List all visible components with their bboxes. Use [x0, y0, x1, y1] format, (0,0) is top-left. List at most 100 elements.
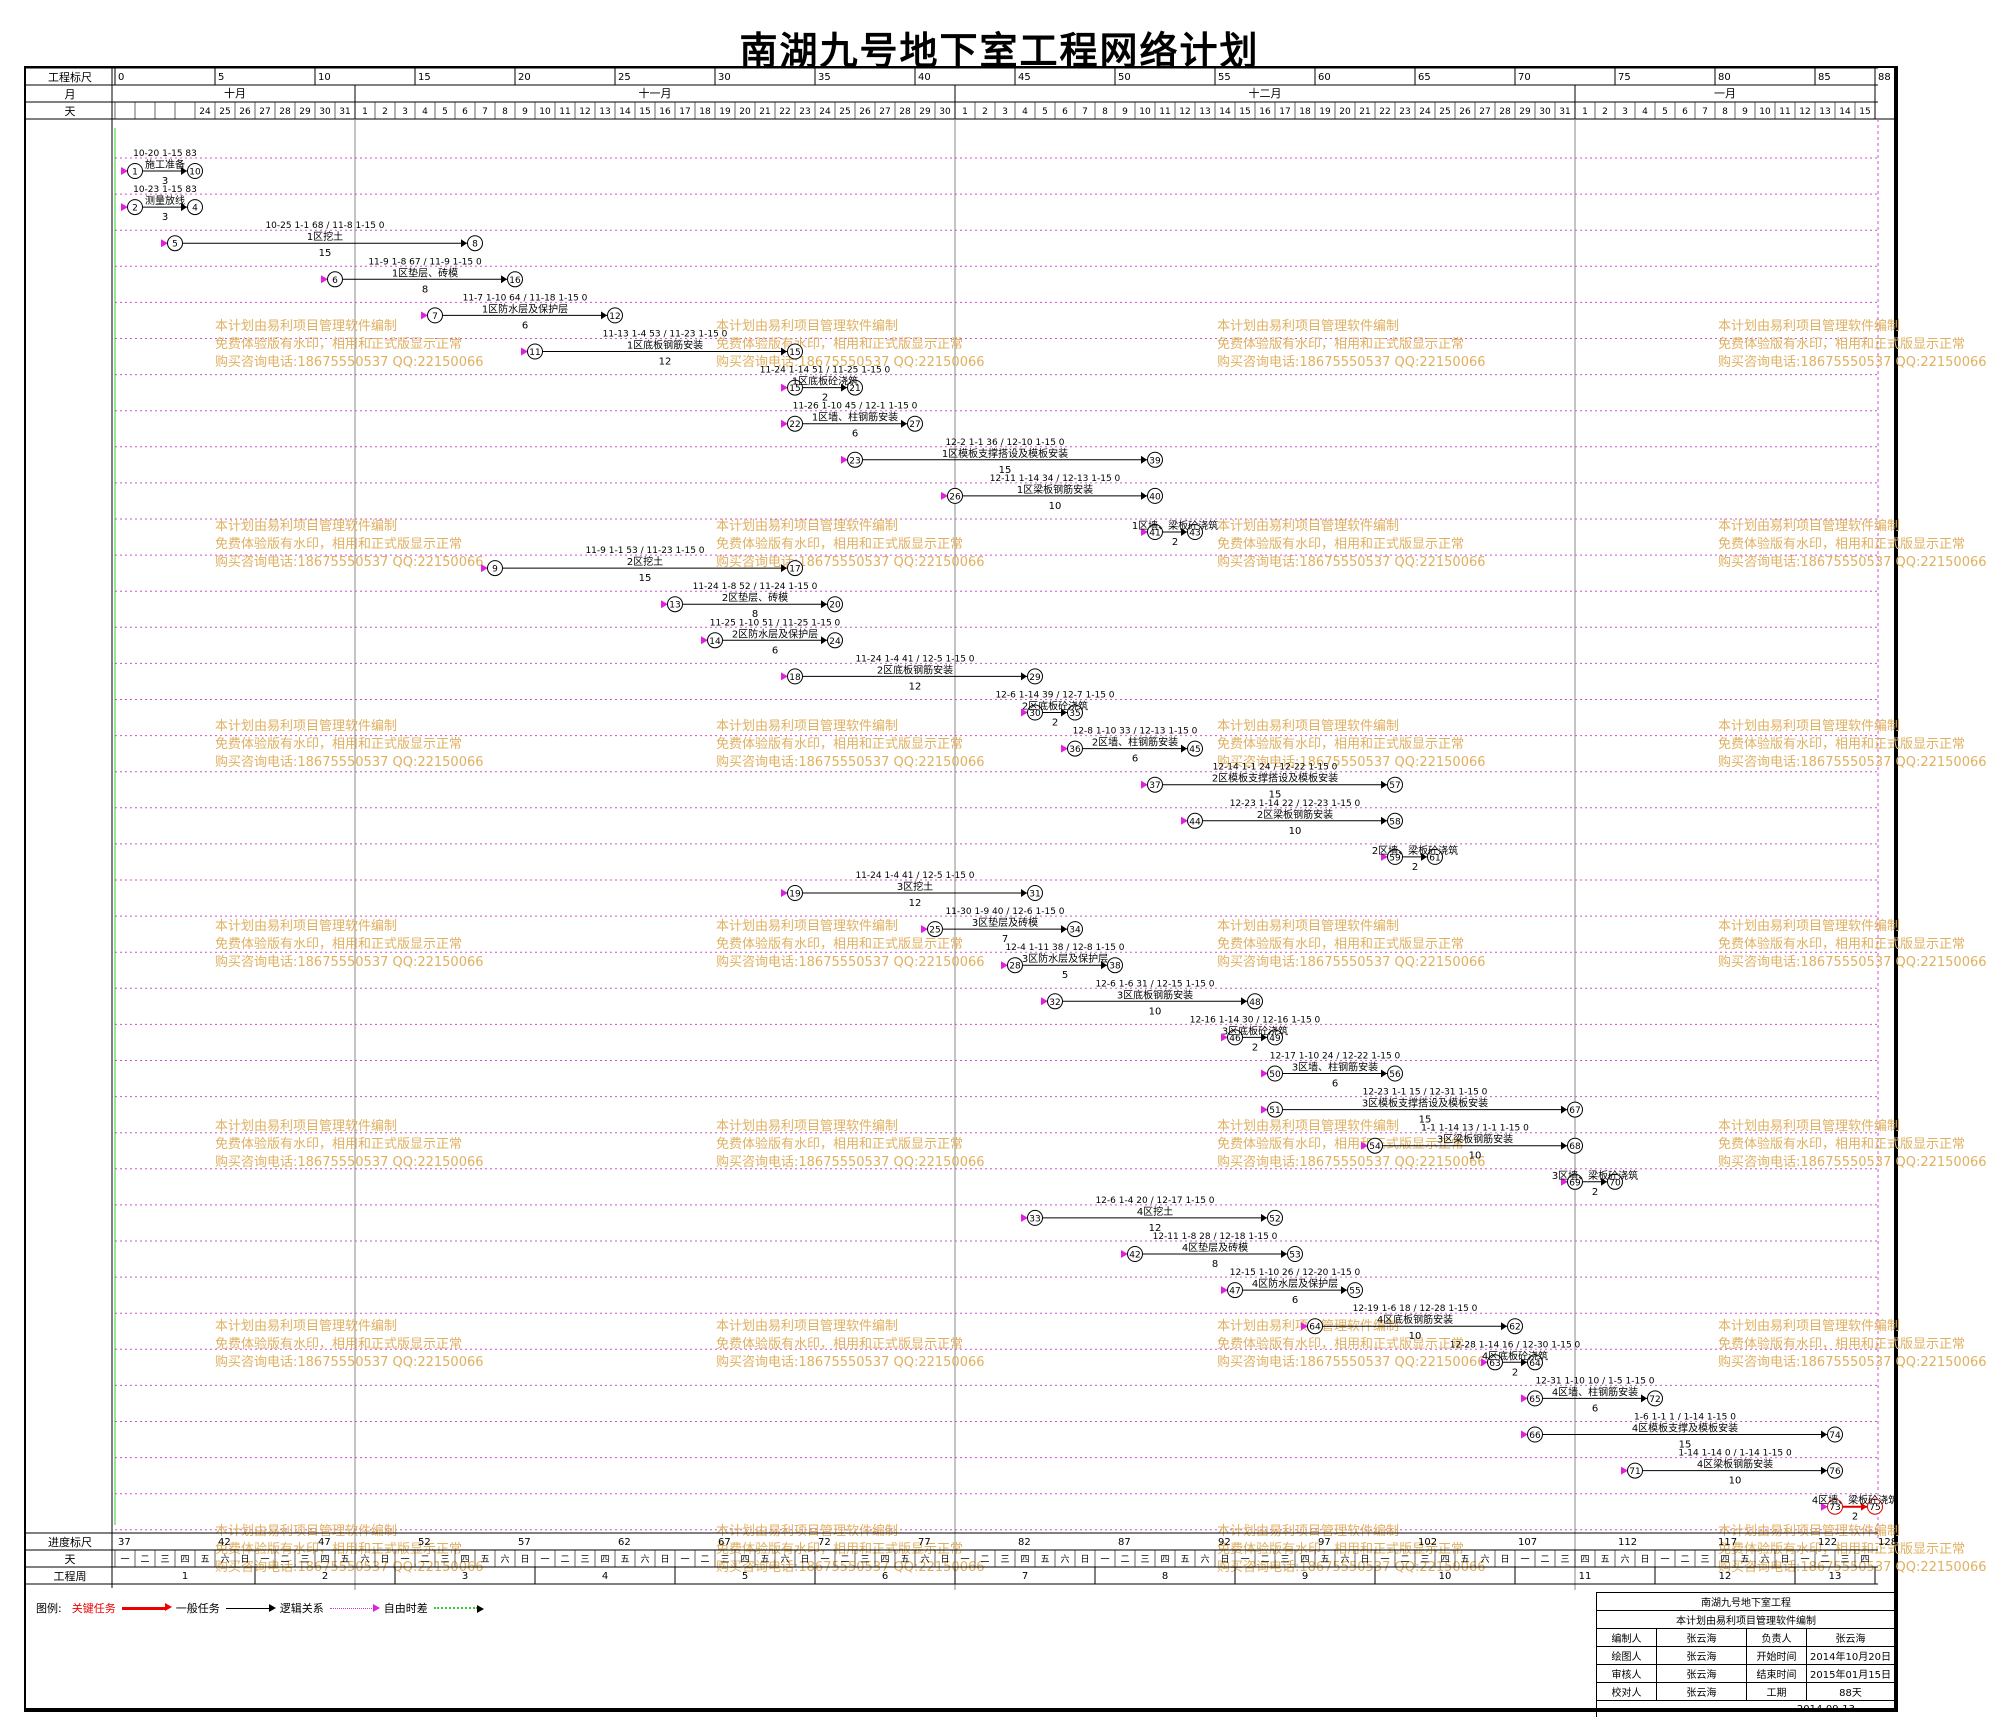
- weekday-label: 二: [140, 1555, 149, 1565]
- weekday-label: 三: [580, 1555, 589, 1565]
- task-name: 4区底板钢筋安装: [1377, 1313, 1453, 1326]
- weekday-label: 日: [1220, 1554, 1229, 1565]
- day-number: 5: [1662, 107, 1668, 117]
- task-node: [1567, 1101, 1583, 1118]
- task-dates: 10-20 1-15 83: [133, 149, 197, 159]
- watermark-line3: 购买咨询电话:18675550537 QQ:22150066: [1718, 554, 1987, 570]
- task-node: [187, 163, 203, 179]
- weekday-label: 六: [780, 1553, 789, 1565]
- day-number: 6: [1062, 107, 1068, 117]
- task-node: [1647, 1390, 1663, 1407]
- float-arrow-icon: [781, 889, 788, 897]
- weekday-label: 二: [1680, 1555, 1689, 1565]
- task-duration: 6: [522, 320, 528, 331]
- weekday-label: 三: [160, 1555, 169, 1565]
- bottom-row-label: 天: [65, 1553, 76, 1566]
- task-arrowhead-icon: [1141, 455, 1147, 464]
- task-arrowhead-icon: [1421, 852, 1427, 861]
- day-number: 15: [1239, 107, 1250, 117]
- day-number: 3: [1622, 107, 1628, 117]
- progress-tick-label: 42: [218, 1537, 231, 1548]
- float-arrow-icon: [1521, 1394, 1528, 1403]
- task-node: [1027, 885, 1043, 901]
- weekday-label: 日: [240, 1554, 249, 1565]
- weekday-label: 四: [1720, 1555, 1729, 1565]
- task-duration: 6: [1292, 1295, 1298, 1306]
- day-number: 24: [819, 107, 831, 117]
- weekday-label: 四: [1020, 1555, 1029, 1565]
- node-number: 42: [1129, 1251, 1140, 1261]
- watermark-line2: 免费体验版有水印，相用和正式版显示正常: [215, 1136, 462, 1152]
- day-number: 13: [599, 107, 610, 117]
- float-arrow-icon: [1181, 816, 1188, 825]
- task-duration: 2: [1052, 718, 1058, 729]
- task-node: [1067, 740, 1083, 757]
- day-number: 4: [1642, 107, 1648, 117]
- weekday-label: 一: [680, 1555, 689, 1565]
- bottom-row-label: 工程周: [54, 1570, 87, 1583]
- float-arrow-icon: [921, 925, 928, 934]
- task-node: [1567, 1173, 1583, 1190]
- float-arrow-icon: [1141, 528, 1148, 536]
- weekday-label: 六: [1480, 1553, 1489, 1565]
- float-arrow-icon: [1521, 1430, 1528, 1439]
- task-dates: 1-14 1-14 0 / 1-14 1-15 0: [1678, 1449, 1792, 1459]
- watermark-line1: 本计划由易利项目管理软件编制: [215, 519, 397, 534]
- watermark-line2: 免费体验版有水印，相用和正式版显示正常: [716, 1336, 963, 1352]
- node-number: 67: [1569, 1106, 1580, 1116]
- task-duration: 10: [1289, 826, 1302, 837]
- month-label: 十月: [224, 86, 246, 100]
- scale-tick-label: 15: [418, 72, 431, 83]
- task-node: [1507, 1318, 1523, 1335]
- watermark-line2: 免费体验版有水印，相用和正式版显示正常: [215, 936, 462, 952]
- day-number: 31: [339, 107, 350, 117]
- weekday-label: 三: [1000, 1555, 1009, 1565]
- watermark-line2: 免费体验版有水印，相用和正式版显示正常: [1718, 1541, 1965, 1557]
- watermark-line1: 本计划由易利项目管理软件编制: [215, 919, 397, 934]
- weekday-label: 日: [380, 1554, 389, 1565]
- scale-tick-label: 25: [618, 72, 631, 83]
- task-node: [327, 271, 343, 288]
- task-node: [1567, 1137, 1583, 1154]
- weekday-label: 一: [1240, 1555, 1249, 1565]
- node-number: 46: [1229, 1034, 1241, 1044]
- task-node: [1527, 1354, 1543, 1371]
- watermark-line3: 购买咨询电话:18675550537 QQ:22150066: [215, 754, 484, 770]
- task-name: 1区模板支撑搭设及模板安装: [942, 447, 1068, 460]
- task-name: 1区梁板钢筋安装: [1017, 483, 1093, 496]
- progress-tick-label: 122: [1818, 1537, 1837, 1548]
- node-number: 35: [1069, 709, 1080, 719]
- bottom-row-label: 进度标尺: [48, 1535, 92, 1549]
- watermark-line1: 本计划由易利项目管理软件编制: [716, 519, 898, 534]
- weekday-label: 五: [1320, 1555, 1329, 1565]
- task-arrowhead-icon: [1101, 961, 1107, 970]
- watermark-line3: 购买咨询电话:18675550537 QQ:22150066: [1718, 354, 1987, 370]
- task-arrowhead-icon: [821, 600, 827, 609]
- watermark-line3: 购买咨询电话:18675550537 QQ:22150066: [215, 354, 484, 370]
- task-name: 1区垫层、砖模: [392, 266, 458, 279]
- node-number: 17: [789, 565, 800, 575]
- day-number: 9: [1742, 107, 1748, 117]
- node-number: 33: [1029, 1214, 1040, 1224]
- weekday-label: 五: [1740, 1555, 1749, 1565]
- task-dates: 12-11 1-8 28 / 12-18 1-15 0: [1153, 1232, 1278, 1242]
- task-dates: 12-23 1-14 22 / 12-23 1-15 0: [1230, 799, 1361, 809]
- day-number: 30: [319, 107, 331, 117]
- day-number: 27: [879, 107, 890, 117]
- task-arrowhead-icon: [181, 167, 187, 175]
- task-arrowhead-icon: [1061, 708, 1067, 717]
- day-number: 26: [859, 107, 871, 117]
- float-arrow-icon: [781, 672, 788, 681]
- watermark-line3: 购买咨询电话:18675550537 QQ:22150066: [716, 1354, 985, 1370]
- float-arrow-icon: [841, 455, 848, 464]
- task-node: [187, 199, 203, 216]
- weekday-label: 六: [640, 1553, 649, 1565]
- info-date: 2014-09-13: [1796, 1704, 1855, 1715]
- task-duration: 6: [1332, 1079, 1338, 1090]
- node-number: 58: [1389, 817, 1401, 827]
- task-name: 3区墙、梁板砼浇筑: [1552, 1169, 1638, 1182]
- task-name: 2区防水层及保护层: [732, 627, 818, 640]
- node-number: 69: [1569, 1178, 1581, 1188]
- task-duration: 8: [752, 609, 758, 620]
- week-number: 10: [1439, 1571, 1452, 1582]
